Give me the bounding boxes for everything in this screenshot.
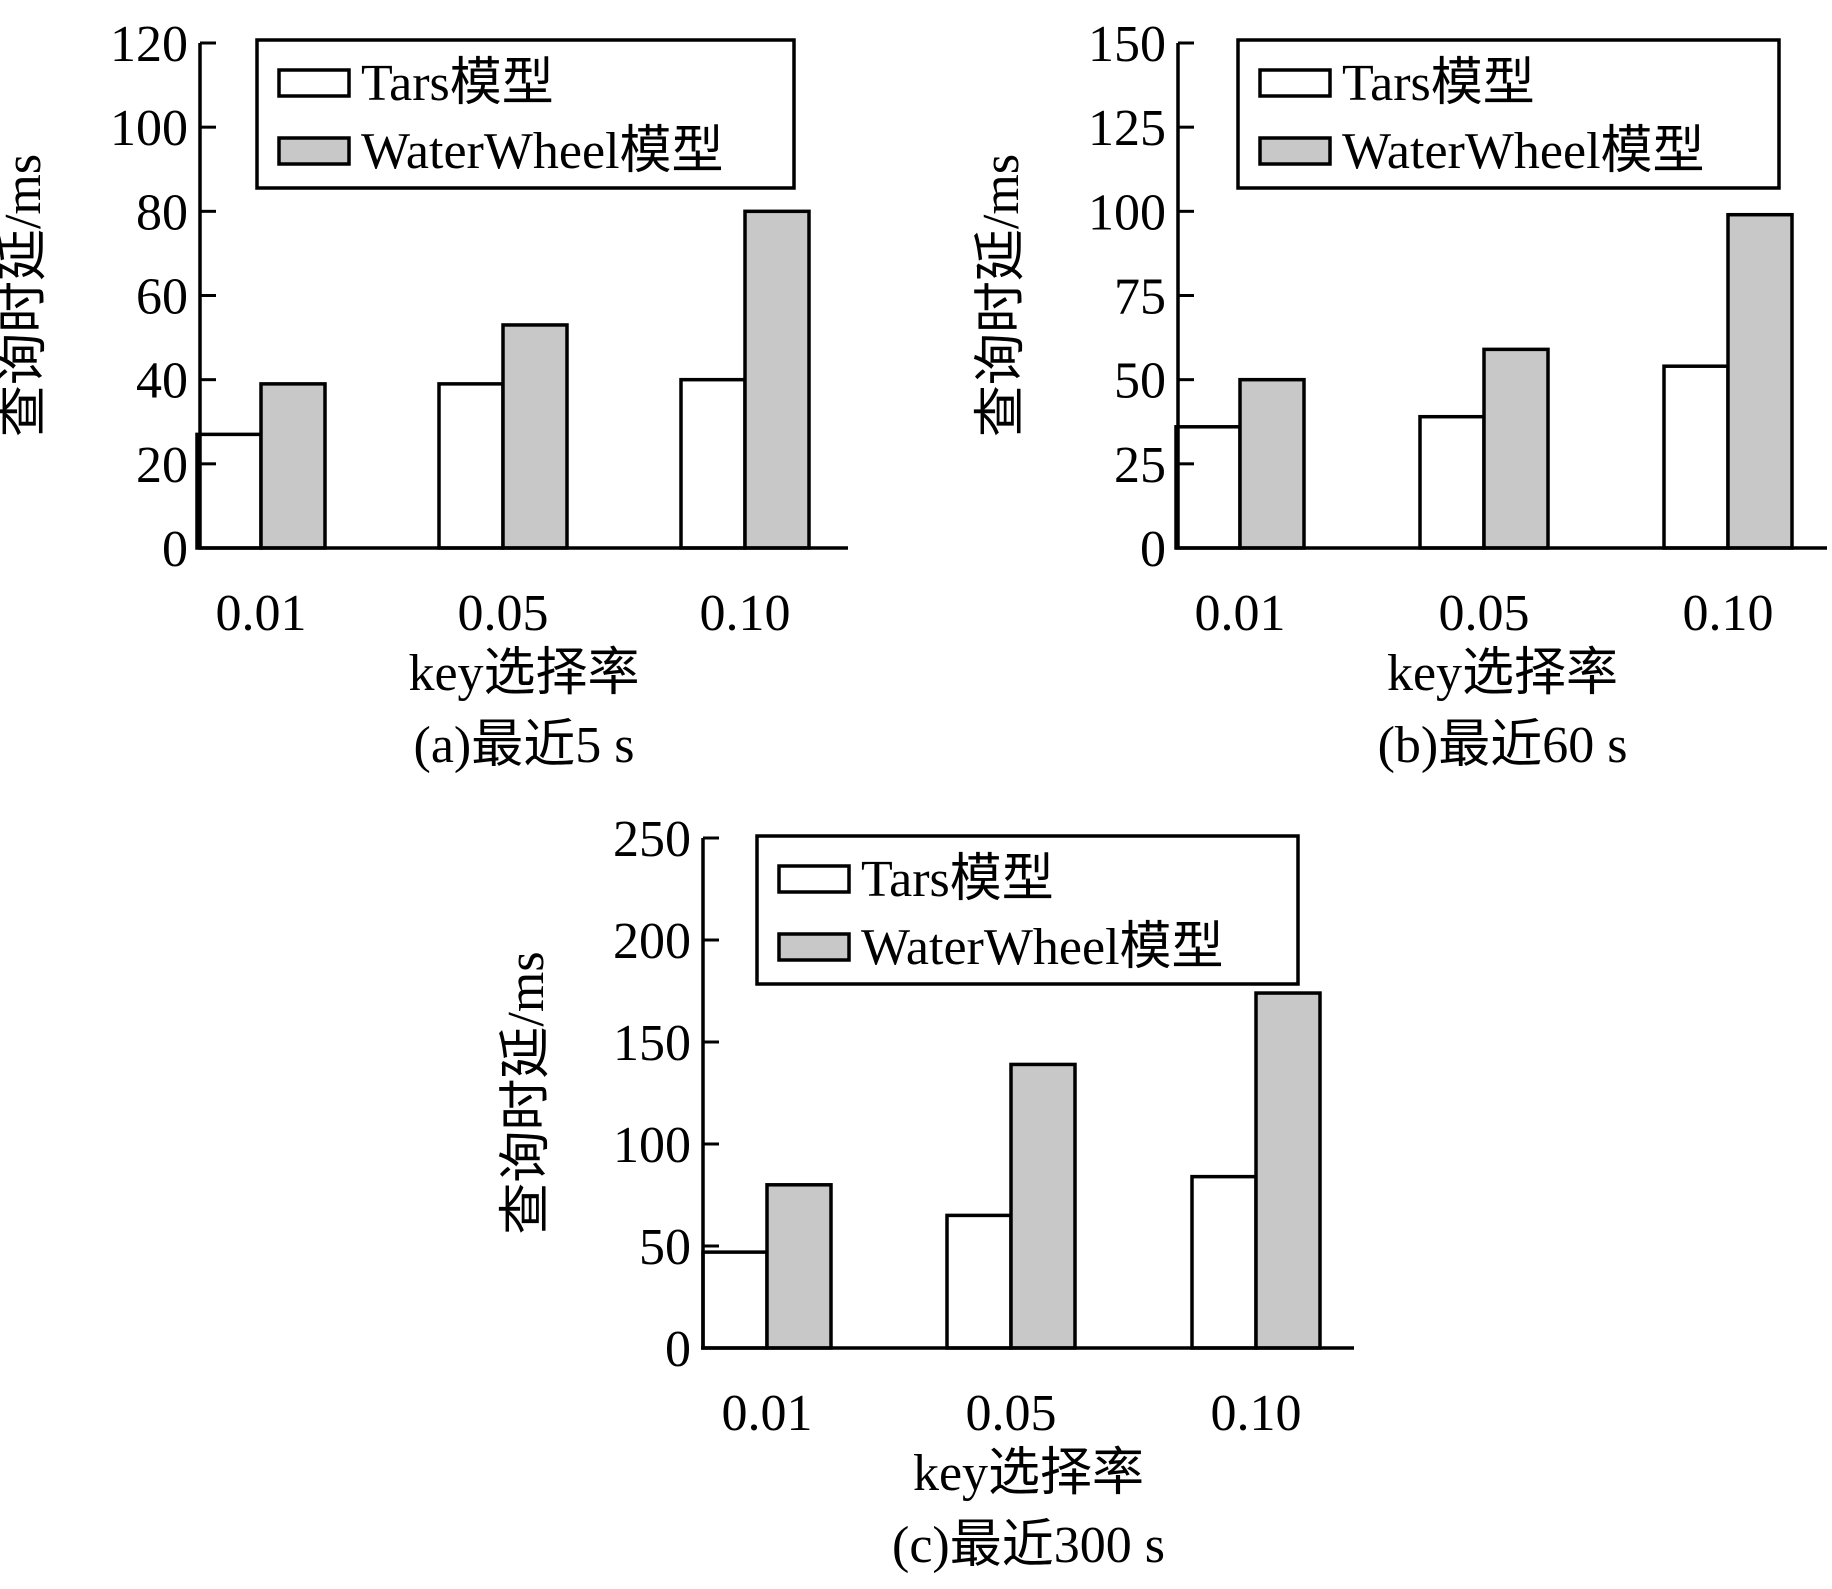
- x-tick-label: 0.05: [458, 585, 549, 642]
- y-tick-label: 100: [1088, 184, 1166, 241]
- y-tick-label: 80: [136, 184, 188, 241]
- y-tick-label: 0: [162, 521, 188, 578]
- y-tick-label: 200: [613, 913, 691, 970]
- bar-tars-0.10: [1190, 1174, 1258, 1350]
- y-tick-label: 40: [136, 353, 188, 410]
- chart-c: 0 50 100 150 200 250 0.01 0.05 0.10 key选择率 (c)最近30…: [498, 811, 1354, 1574]
- x-tick-label: 0.10: [700, 585, 791, 642]
- legend-swatch-tars: [777, 864, 851, 894]
- x-tick-label: 0.10: [1683, 585, 1774, 642]
- legend-label-tars: Tars模型: [361, 55, 554, 112]
- bar-waterwheel-0.10: [1254, 991, 1322, 1350]
- bar-tars-0.01: [701, 1250, 769, 1350]
- x-axis-label: key选择率: [913, 1445, 1144, 1502]
- x-tick-label: 0.01: [216, 585, 307, 642]
- y-tick-label: 100: [613, 1117, 691, 1174]
- y-tick-label: 75: [1114, 269, 1166, 326]
- y-axis-label: 查询时延/ms: [498, 951, 555, 1234]
- chart-caption: (c)最近300 s: [892, 1517, 1165, 1574]
- legend-swatch-tars: [1258, 68, 1332, 98]
- bar-waterwheel-0.05: [501, 323, 569, 550]
- legend-label-waterwheel: WaterWheel模型: [361, 123, 724, 180]
- y-axis-label: 查询时延/ms: [973, 154, 1030, 437]
- bar-tars-0.01: [1174, 425, 1242, 550]
- x-tick-label: 0.05: [966, 1385, 1057, 1442]
- legend-label-waterwheel: WaterWheel模型: [861, 919, 1224, 976]
- x-tick-label: 0.01: [722, 1385, 813, 1442]
- legend-swatch-waterwheel: [777, 932, 851, 962]
- x-tick-label: 0.10: [1211, 1385, 1302, 1442]
- chart-a: 0 20 40 60 80 100 120 0.01 0.05 0.10 key选择率 (a)最近5 …: [0, 16, 848, 774]
- y-tick-label: 50: [1114, 353, 1166, 410]
- y-tick-label: 125: [1088, 100, 1166, 157]
- bar-waterwheel-0.10: [1726, 212, 1794, 550]
- bar-tars-0.10: [679, 377, 747, 550]
- legend-swatch-tars: [277, 68, 351, 98]
- y-tick-label: 25: [1114, 437, 1166, 494]
- bar-waterwheel-0.01: [259, 382, 327, 550]
- y-tick-label: 150: [1088, 16, 1166, 73]
- bar-tars-0.05: [1418, 414, 1486, 550]
- bar-tars-0.05: [945, 1213, 1013, 1350]
- x-tick-label: 0.05: [1439, 585, 1530, 642]
- y-tick-label: 0: [1140, 521, 1166, 578]
- x-axis-label: key选择率: [408, 645, 639, 702]
- legend: Tars模型 WaterWheel模型: [1236, 38, 1781, 190]
- y-tick-label: 250: [613, 811, 691, 868]
- y-axis-label: 查询时延/ms: [0, 154, 52, 437]
- legend-swatch-waterwheel: [1258, 136, 1332, 166]
- y-tick-label: 120: [110, 16, 188, 73]
- x-axis-label: key选择率: [1387, 645, 1618, 702]
- chart-caption: (a)最近5 s: [414, 717, 635, 774]
- y-tick-label: 100: [110, 100, 188, 157]
- bar-tars-0.01: [195, 432, 263, 550]
- bar-waterwheel-0.01: [1238, 377, 1306, 550]
- bar-tars-0.10: [1662, 364, 1730, 550]
- legend-swatch-waterwheel: [277, 136, 351, 166]
- legend: Tars模型 WaterWheel模型: [255, 38, 796, 190]
- bar-waterwheel-0.01: [765, 1183, 833, 1350]
- legend: Tars模型 WaterWheel模型: [755, 834, 1300, 986]
- chart-b: 0 25 50 75 100 125 150 0.01 0.05 0.10 key选择率 (b)最近6…: [973, 16, 1827, 774]
- y-tick-label: 60: [136, 269, 188, 326]
- legend-label-tars: Tars模型: [861, 851, 1054, 908]
- x-tick-label: 0.01: [1195, 585, 1286, 642]
- y-tick-label: 20: [136, 437, 188, 494]
- y-tick-label: 150: [613, 1015, 691, 1072]
- bar-tars-0.05: [437, 382, 505, 550]
- bar-waterwheel-0.05: [1482, 347, 1550, 550]
- chart-caption: (b)最近60 s: [1378, 717, 1628, 774]
- bar-waterwheel-0.10: [743, 209, 811, 550]
- y-tick-label: 50: [639, 1219, 691, 1276]
- bar-waterwheel-0.05: [1009, 1062, 1077, 1350]
- y-tick-label: 0: [665, 1321, 691, 1378]
- legend-label-tars: Tars模型: [1342, 55, 1535, 112]
- legend-label-waterwheel: WaterWheel模型: [1342, 123, 1705, 180]
